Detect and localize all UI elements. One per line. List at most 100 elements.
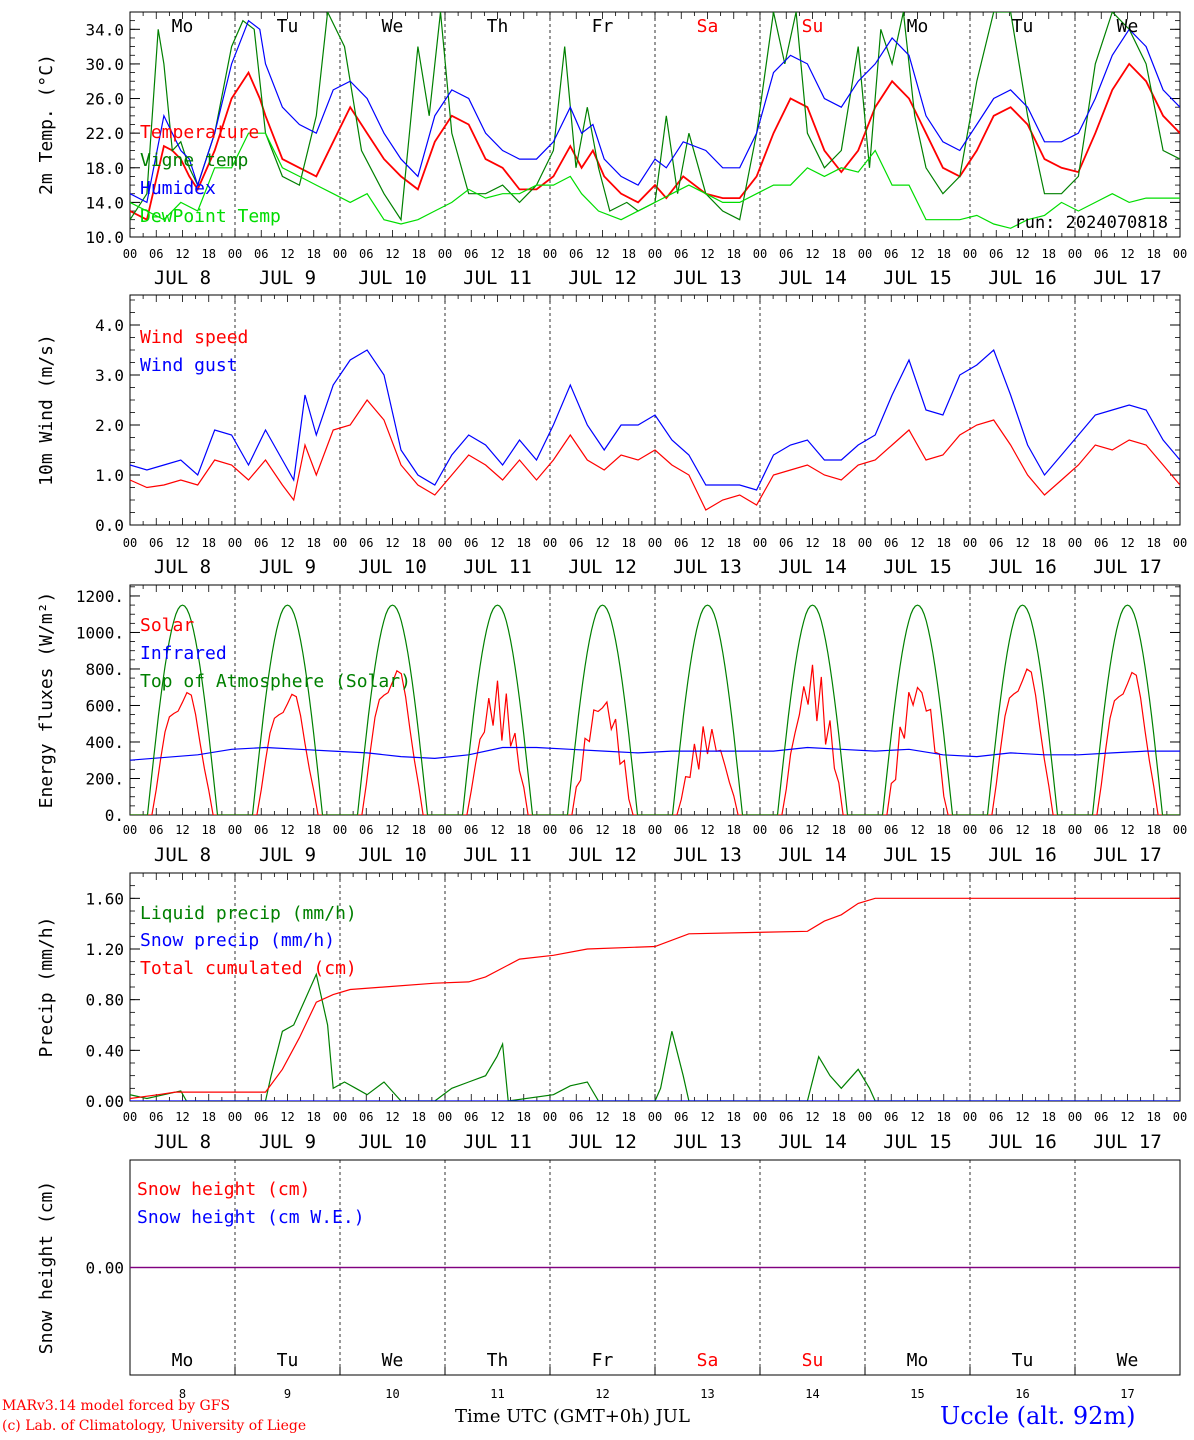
hour-tick-label: 18 [517,247,531,261]
y-tick-label: 1.20 [85,940,124,959]
hour-tick-label: 18 [622,247,636,261]
plot-area [130,348,1180,511]
day-abbr: Th [487,16,509,37]
panel-frame [129,11,1181,238]
date-label: JUL 16 [988,844,1057,866]
y-axis-label: Snow height (cm) [36,1181,57,1354]
hour-tick-label: 12 [700,1110,714,1124]
hour-tick-label: 12 [595,823,609,837]
date-label: JUL 16 [988,556,1057,578]
day-number: 11 [490,1387,504,1401]
date-label: JUL 8 [154,556,211,578]
hour-tick-label: 18 [412,536,426,550]
hour-tick-label: 00 [123,247,137,261]
y-axis-label: 10m Wind (m/s) [36,334,57,486]
y-tick-label: 1200. [76,587,124,606]
date-label: JUL 10 [358,844,427,866]
hour-tick-label: 18 [727,247,741,261]
hour-tick-label: 06 [149,536,163,550]
day-abbr: Th [487,1350,509,1371]
run-annotation: run: 2024070818 [1014,213,1168,233]
date-label: JUL 13 [673,556,742,578]
hour-tick-label: 12 [910,536,924,550]
series-line-solar [130,664,1180,815]
y-tick-label: 22.0 [85,124,124,143]
y-tick-label: 30.0 [85,55,124,74]
hour-tick-label: 12 [1015,823,1029,837]
day-abbr: We [1117,1350,1139,1371]
hour-tick-label: 12 [805,247,819,261]
hour-tick-label: 06 [989,1110,1003,1124]
date-label: JUL 16 [988,267,1057,289]
hour-tick-label: 12 [385,247,399,261]
legend-humidex: Humidex [140,178,216,199]
hour-tick-label: 00 [228,1110,242,1124]
panel-1 [129,11,1181,238]
hour-tick-label: 00 [438,823,452,837]
day-number: 15 [910,1387,924,1401]
hour-tick-label: 18 [622,1110,636,1124]
date-label: JUL 11 [463,1131,532,1153]
hour-tick-label: 00 [543,823,557,837]
hour-tick-label: 12 [805,823,819,837]
hour-tick-label: 00 [1173,823,1187,837]
hour-tick-label: 12 [175,247,189,261]
legend-infrared: Infrared [140,643,227,664]
date-label: JUL 14 [778,1131,847,1153]
legend-temperature: Temperature [140,122,259,143]
hour-tick-label: 00 [123,536,137,550]
hour-tick-label: 00 [438,1110,452,1124]
hour-tick-label: 00 [228,536,242,550]
hour-tick-label: 12 [1120,536,1134,550]
date-label: JUL 13 [673,1131,742,1153]
date-label: JUL 10 [358,556,427,578]
hour-tick-label: 18 [202,536,216,550]
hour-tick-label: 06 [989,536,1003,550]
date-label: JUL 8 [154,1131,211,1153]
hour-tick-label: 00 [333,823,347,837]
legend-wind-gust: Wind gust [140,355,238,376]
series-line-wind-speed [130,399,1180,511]
date-label: JUL 15 [883,844,952,866]
y-tick-label: 26.0 [85,90,124,109]
y-tick-label: 200. [85,769,124,788]
series-line-top-of-atmosphere-solar- [130,604,1180,815]
hour-tick-label: 18 [832,823,846,837]
hour-tick-label: 12 [1120,1110,1134,1124]
hour-tick-label: 18 [937,247,951,261]
hour-tick-label: 12 [700,823,714,837]
y-tick-label: 0.00 [85,1259,124,1278]
plot-area [130,12,1180,229]
legend-snow-height-cm-w-e-: Snow height (cm W.E.) [137,1207,365,1228]
date-label: JUL 12 [568,1131,637,1153]
y-tick-label: 0. [105,806,124,825]
day-abbr: Mo [172,16,194,37]
hour-tick-label: 06 [569,247,583,261]
date-label: JUL 14 [778,556,847,578]
hour-tick-label: 12 [175,823,189,837]
panel-3 [129,584,1181,816]
y-axis-label: Precip (mm/h) [36,917,57,1058]
hour-tick-label: 12 [280,1110,294,1124]
hour-tick-label: 18 [307,1110,321,1124]
hour-tick-label: 00 [438,536,452,550]
hour-tick-label: 18 [1042,823,1056,837]
hour-tick-label: 06 [569,823,583,837]
hour-tick-label: 12 [1015,536,1029,550]
hour-tick-label: 12 [910,823,924,837]
hour-tick-label: 06 [884,536,898,550]
hour-tick-label: 12 [280,247,294,261]
hour-tick-label: 06 [1094,536,1108,550]
hour-tick-label: 12 [280,823,294,837]
hour-tick-label: 18 [1147,247,1161,261]
hour-tick-label: 06 [254,536,268,550]
hour-tick-label: 00 [858,536,872,550]
y-tick-label: 0.0 [95,516,124,535]
hour-tick-label: 00 [648,536,662,550]
hour-tick-label: 00 [438,247,452,261]
hour-tick-label: 18 [517,1110,531,1124]
hour-tick-label: 12 [1015,247,1029,261]
hour-tick-label: 00 [1173,247,1187,261]
hour-tick-label: 18 [1042,536,1056,550]
hour-tick-label: 06 [359,536,373,550]
